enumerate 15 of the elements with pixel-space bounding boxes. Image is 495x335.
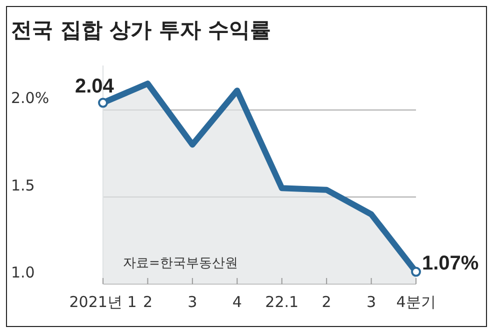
- x-tick-label: 3: [366, 292, 376, 311]
- x-tick-label: 2: [322, 292, 332, 311]
- x-tick-label: 3: [188, 292, 198, 311]
- x-tick-label: 4분기: [396, 292, 436, 311]
- x-tick-label: 22.1: [265, 292, 299, 311]
- data-label: 1.07%: [422, 252, 479, 274]
- x-tick-label: 2021년 1: [69, 292, 137, 311]
- chart-title: 전국 집합 상가 투자 수익률: [11, 18, 272, 42]
- x-tick-label: 4: [232, 292, 242, 311]
- data-label: 2.04: [75, 75, 115, 98]
- annotation: 자료=한국부동산원: [123, 256, 238, 271]
- y-tick-label: 1.5: [11, 176, 35, 194]
- x-tick-label: 2: [142, 292, 152, 311]
- y-tick-label: 2.0%: [11, 89, 50, 108]
- y-tick-label: 1.0: [11, 263, 35, 282]
